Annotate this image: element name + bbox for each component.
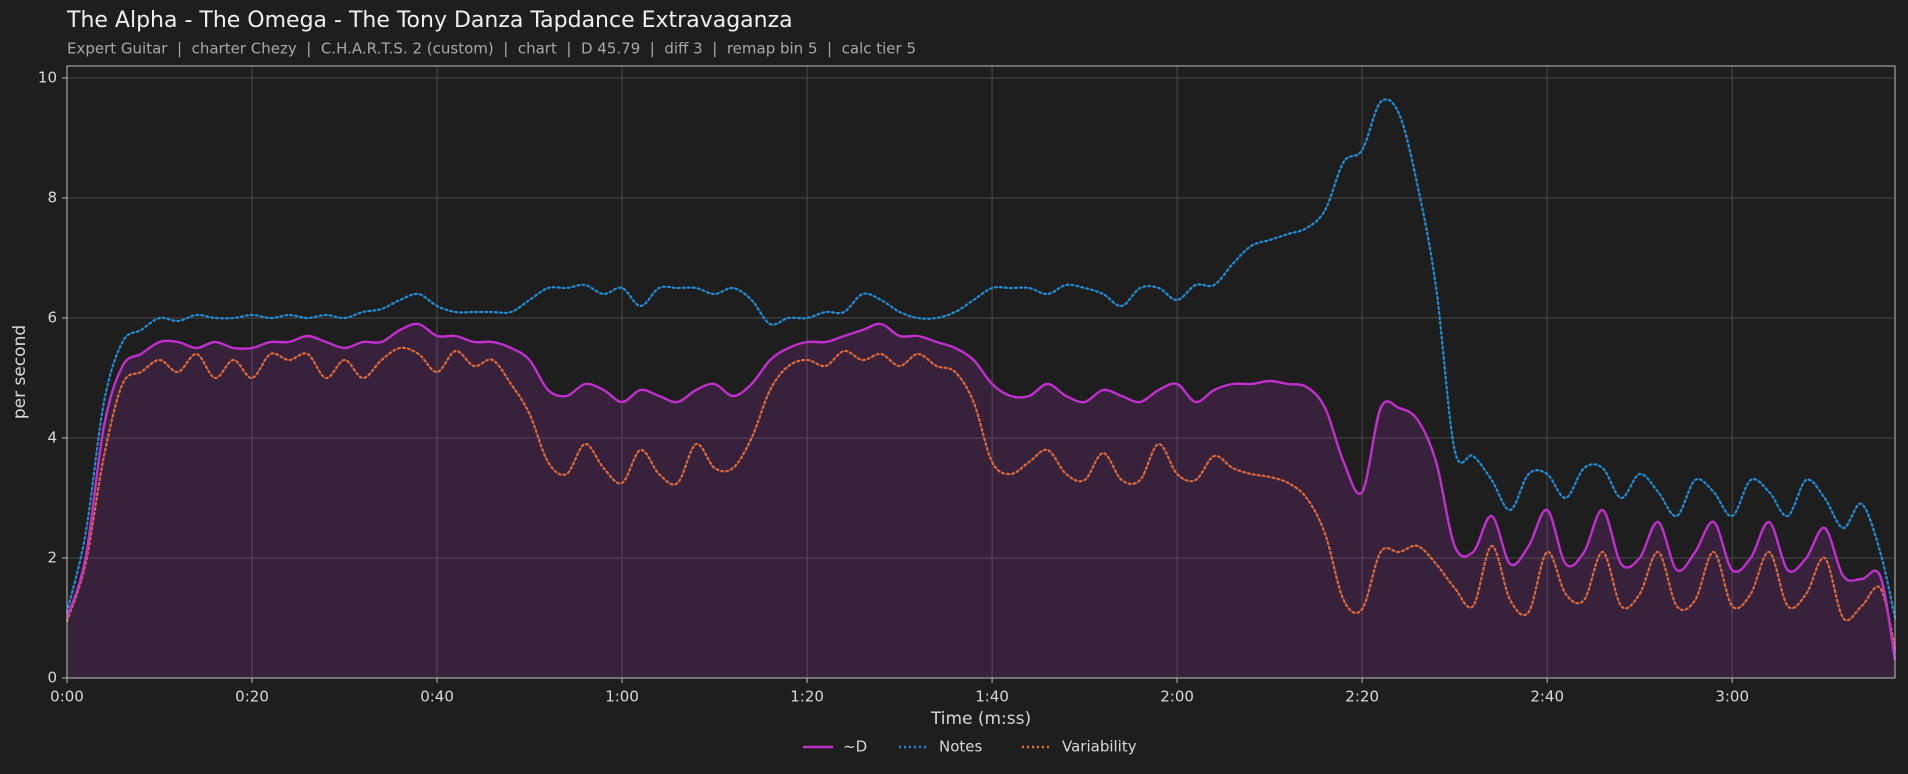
y-tick-label: 10 bbox=[38, 69, 57, 87]
y-axis-label: per second bbox=[10, 325, 30, 419]
x-tick-label: 0:00 bbox=[50, 688, 84, 706]
plot-frame bbox=[66, 65, 1896, 679]
legend-label: Variability bbox=[1062, 738, 1137, 756]
x-tick-label: 0:40 bbox=[420, 688, 454, 706]
y-tick-label: 4 bbox=[47, 429, 57, 447]
y-tick-label: 2 bbox=[47, 549, 57, 567]
chart-title: The Alpha - The Omega - The Tony Danza T… bbox=[66, 8, 793, 33]
chart-subtitle: Expert Guitar | charter Chezy | C.H.A.R.… bbox=[67, 40, 916, 58]
x-tick-label: 2:00 bbox=[1160, 688, 1194, 706]
y-tick-label: 6 bbox=[47, 309, 57, 327]
x-tick-label: 2:20 bbox=[1345, 688, 1379, 706]
legend-label: Notes bbox=[939, 738, 983, 756]
x-tick-label: 1:20 bbox=[790, 688, 824, 706]
x-tick-label: 1:40 bbox=[975, 688, 1009, 706]
x-tick-label: 3:00 bbox=[1715, 688, 1749, 706]
y-tick-label: 8 bbox=[47, 189, 57, 207]
x-axis-label: Time (m:ss) bbox=[930, 709, 1031, 729]
legend-label: ~D bbox=[843, 738, 867, 756]
series-line bbox=[65, 322, 1897, 661]
area bbox=[67, 323, 1895, 678]
y-tick-label: 0 bbox=[47, 669, 57, 687]
x-tick-label: 0:20 bbox=[235, 688, 269, 706]
x-tick-label: 1:00 bbox=[605, 688, 639, 706]
x-tick-label: 2:40 bbox=[1530, 688, 1564, 706]
series-line bbox=[65, 346, 1897, 650]
